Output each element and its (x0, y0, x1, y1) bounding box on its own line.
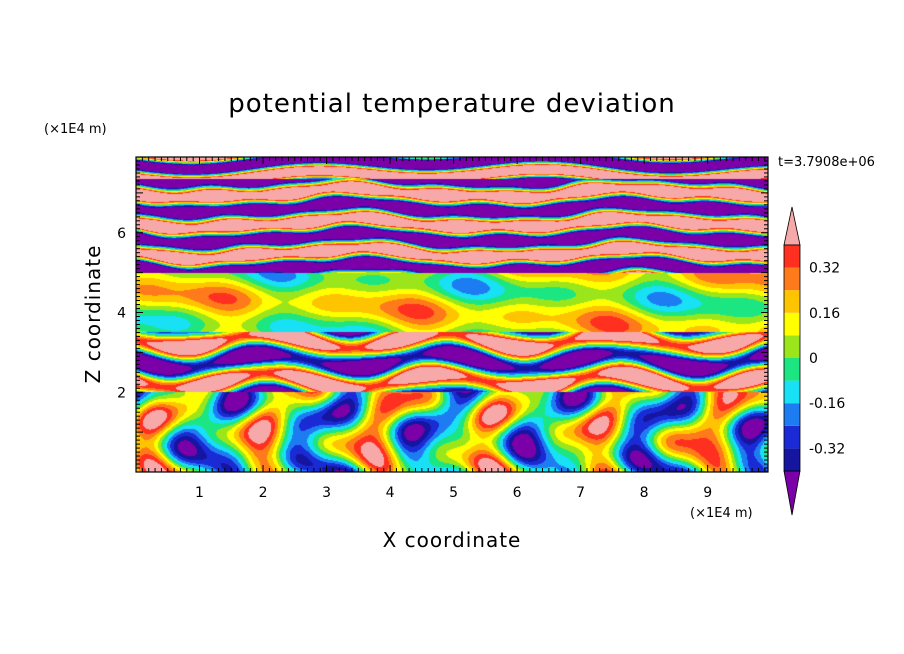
y-tick-label: 6 (117, 226, 126, 242)
x-axis-label: X coordinate (383, 528, 522, 552)
y-axis-label: Z coordinate (81, 245, 105, 384)
colorbar-swatch (784, 358, 800, 381)
colorbar-swatch (784, 380, 800, 404)
y-unit-label: (×1E4 m) (44, 122, 107, 137)
x-axis: 1 2 3 4 5 6 7 8 9 (135, 157, 766, 501)
y-tick-label: 2 (117, 385, 126, 401)
y-axis: 2 4 6 (117, 156, 768, 473)
colorbar-tick-label: 0.16 (809, 306, 840, 322)
colorbar-swatch (784, 335, 800, 358)
x-unit-label: (×1E4 m) (690, 506, 753, 521)
colorbar-swatch (784, 312, 800, 336)
colorbar: 0.32 0.16 0 -0.16 -0.32 (783, 206, 845, 516)
chart-title: potential temperature deviation (228, 89, 675, 119)
x-tick-label: 8 (640, 485, 649, 501)
x-tick-label: 9 (703, 485, 712, 501)
colorbar-swatch (784, 290, 800, 313)
plot-area (135, 156, 769, 473)
x-tick-label: 1 (195, 485, 204, 501)
colorbar-extend-low (783, 470, 801, 516)
x-tick-label: 4 (386, 485, 395, 501)
colorbar-frame (783, 244, 801, 472)
colorbar-swatch (784, 267, 800, 291)
colorbar-swatch (784, 245, 800, 268)
y-tick-label: 4 (117, 306, 126, 322)
colorbar-swatch (784, 425, 800, 449)
x-tick-label: 2 (259, 485, 268, 501)
colorbar-extend-high (783, 206, 801, 246)
x-tick-label: 5 (449, 485, 458, 501)
colorbar-tick-label: -0.16 (809, 396, 845, 412)
colorbar-tick-label: 0.32 (809, 261, 840, 277)
contour-field (136, 157, 768, 472)
time-label: t=3.7908e+06 (778, 155, 875, 170)
plot-frame (135, 156, 769, 473)
x-tick-label: 7 (576, 485, 585, 501)
x-tick-label: 6 (513, 485, 522, 501)
colorbar-tick-label: 0 (809, 351, 818, 367)
colorbar-swatch (784, 448, 800, 471)
colorbar-swatch (784, 403, 800, 426)
colorbar-tick-label: -0.32 (809, 441, 845, 457)
x-tick-label: 3 (322, 485, 331, 501)
